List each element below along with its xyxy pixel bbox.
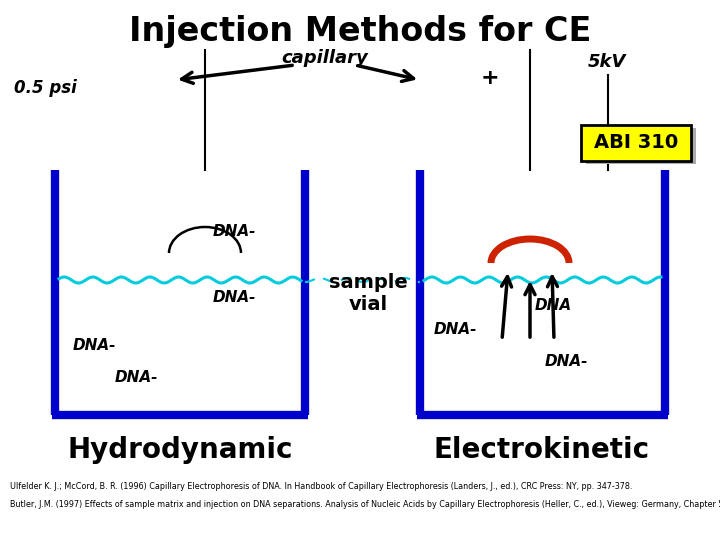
Text: 5kV: 5kV [588, 53, 626, 71]
Text: DNA-: DNA- [73, 338, 117, 353]
Text: DNA-: DNA- [213, 291, 256, 306]
Text: sample
vial: sample vial [328, 273, 408, 314]
Text: Injection Methods for CE: Injection Methods for CE [129, 16, 591, 49]
Text: Butler, J.M. (1997) Effects of sample matrix and injection on DNA separations. A: Butler, J.M. (1997) Effects of sample ma… [10, 500, 720, 509]
Text: DNA-: DNA- [115, 370, 158, 386]
Text: Hydrodynamic: Hydrodynamic [67, 436, 293, 464]
Text: DNA-: DNA- [545, 354, 588, 369]
Text: DNA: DNA [535, 298, 572, 313]
Text: 0.5 psi: 0.5 psi [14, 79, 77, 97]
FancyBboxPatch shape [581, 125, 691, 161]
Text: ABI 310: ABI 310 [594, 133, 678, 152]
FancyBboxPatch shape [586, 128, 696, 164]
Text: Ulfelder K. J.; McCord, B. R. (1996) Capillary Electrophoresis of DNA. In Handbo: Ulfelder K. J.; McCord, B. R. (1996) Cap… [10, 482, 632, 491]
Text: Electrokinetic: Electrokinetic [434, 436, 650, 464]
Text: DNA-: DNA- [213, 225, 256, 240]
Text: +: + [481, 68, 499, 88]
Text: DNA-: DNA- [434, 322, 477, 338]
Text: capillary: capillary [282, 49, 369, 67]
